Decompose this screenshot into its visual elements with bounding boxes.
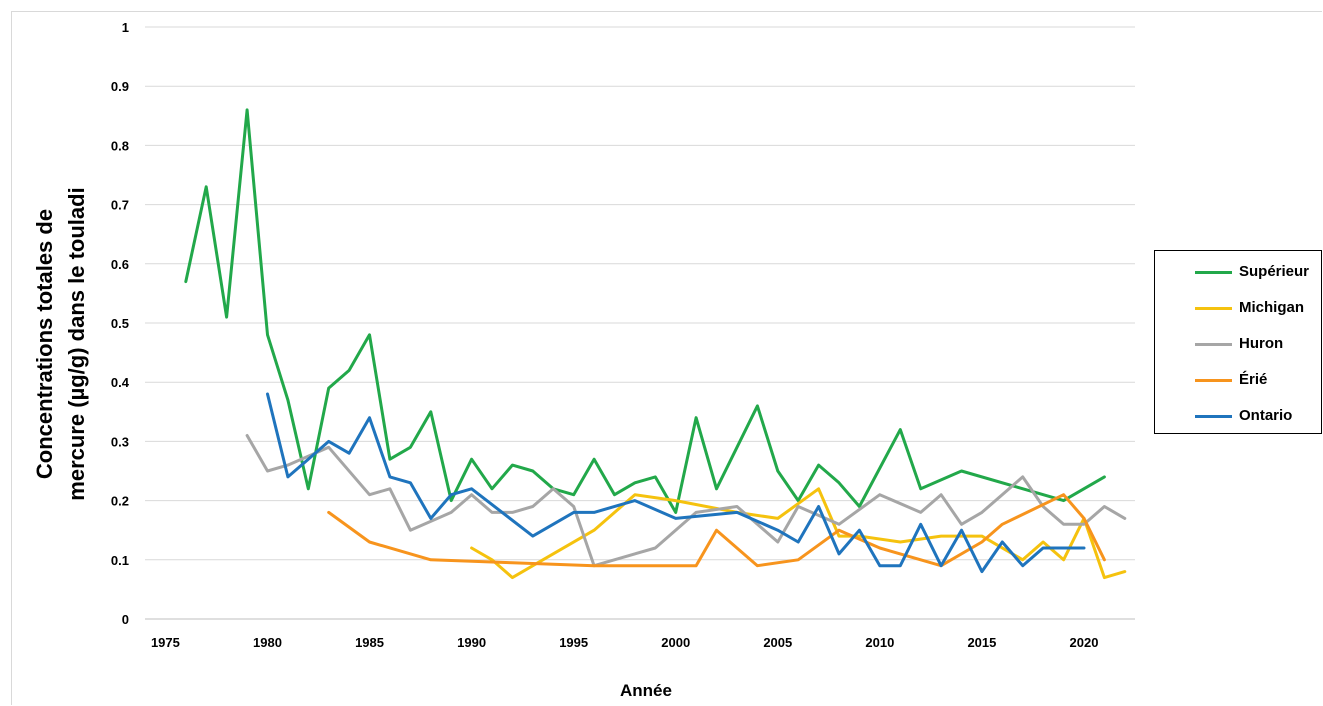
y-axis-title: Concentrations totales de mercure (µg/g)… — [32, 187, 89, 500]
legend-swatch — [1195, 415, 1232, 418]
x-tick-label: 1980 — [253, 635, 282, 650]
y-axis-title-line-2: mercure (µg/g) dans le touladi — [64, 187, 89, 500]
y-tick-label: 0.3 — [111, 434, 129, 449]
y-tick-label: 0.7 — [111, 198, 129, 213]
line-chart: 00.10.20.30.40.50.60.70.80.91 1975 1980 19… — [32, 20, 1135, 700]
legend-swatch — [1195, 271, 1232, 274]
y-tick-label: 0.4 — [111, 375, 130, 390]
gridlines — [145, 26, 1135, 620]
legend-item: Huron — [1155, 334, 1323, 354]
legend-item: Ontario — [1155, 406, 1323, 426]
series-line-ontario — [266, 392, 1086, 574]
y-tick-label: 0.6 — [111, 257, 129, 272]
x-tick-label: 2020 — [1070, 635, 1099, 650]
legend-label: Michigan — [1239, 299, 1305, 316]
y-tick-label: 0.9 — [111, 79, 129, 94]
legend-label: Huron — [1239, 335, 1284, 352]
x-tick-label: 2000 — [661, 635, 690, 650]
y-tick-label: 0.2 — [111, 494, 129, 509]
y-tick-label: 1 — [122, 20, 129, 35]
y-tick-label: 0.5 — [111, 316, 129, 331]
y-tick-label: 0 — [122, 612, 129, 627]
legend-item: Supérieur — [1155, 262, 1323, 282]
series-line-erie — [327, 493, 1106, 568]
legend: Supérieur Michigan Huron Érié Ontario — [1154, 250, 1322, 434]
legend-label: Érié — [1239, 371, 1268, 388]
chart-frame — [11, 11, 1322, 705]
y-tick-label: 0.8 — [111, 138, 129, 153]
legend-swatch — [1195, 379, 1232, 382]
x-tick-label: 1985 — [355, 635, 384, 650]
x-axis-title: Année — [620, 681, 672, 700]
series-line-huron — [245, 434, 1127, 568]
legend-label: Supérieur — [1239, 263, 1310, 280]
x-tick-label: 2015 — [967, 635, 996, 650]
x-tick-labels: 1975 1980 1985 1990 1995 2000 2005 2010 2015 2020 — [151, 635, 1098, 650]
legend-item: Michigan — [1155, 298, 1323, 318]
legend-swatch — [1195, 343, 1232, 346]
legend-item: Érié — [1155, 370, 1323, 390]
y-tick-labels: 0 0.1 0.2 0.3 0.4 0.5 0.6 0.7 0.8 0.9 1 — [111, 20, 130, 627]
legend-label: Ontario — [1239, 407, 1293, 424]
y-tick-label: 0.1 — [111, 553, 129, 568]
x-tick-label: 1995 — [559, 635, 588, 650]
series-lines — [184, 108, 1127, 580]
x-tick-label: 2005 — [763, 635, 792, 650]
series-line-superieur — [184, 108, 1106, 514]
x-tick-label: 1990 — [457, 635, 486, 650]
x-tick-label: 1975 — [151, 635, 180, 650]
legend-swatch — [1195, 307, 1232, 310]
x-tick-label: 2010 — [865, 635, 894, 650]
y-axis-title-line-1: Concentrations totales de — [32, 209, 57, 479]
